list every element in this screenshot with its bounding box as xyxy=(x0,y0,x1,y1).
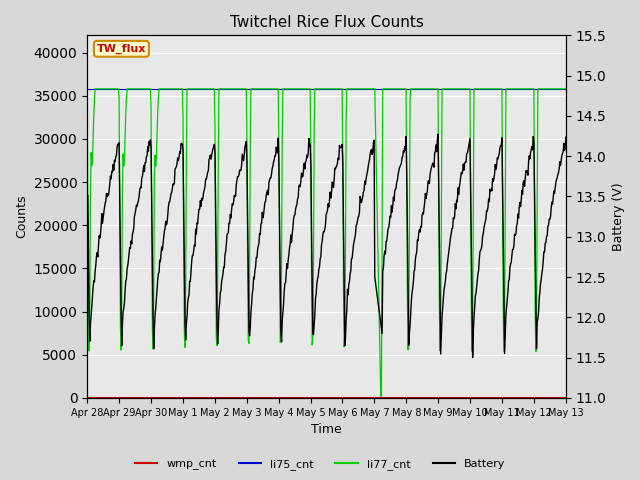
wmp_cnt xyxy=(398,395,406,400)
li75_cnt xyxy=(141,86,149,92)
li77_cnt xyxy=(562,86,570,92)
li75_cnt xyxy=(215,86,223,92)
Battery xyxy=(92,263,100,268)
li77_cnt xyxy=(190,86,198,92)
li77_cnt xyxy=(399,86,406,92)
li75_cnt xyxy=(384,86,392,92)
Battery xyxy=(215,306,223,312)
li75_cnt xyxy=(190,86,198,92)
wmp_cnt xyxy=(384,395,392,400)
Battery xyxy=(384,226,392,231)
li77_cnt xyxy=(377,393,385,399)
wmp_cnt xyxy=(141,395,149,400)
Battery xyxy=(141,160,149,166)
Line: Battery: Battery xyxy=(87,134,566,358)
li75_cnt xyxy=(83,86,91,92)
Battery xyxy=(83,351,91,357)
wmp_cnt xyxy=(92,395,100,400)
li75_cnt xyxy=(562,86,570,92)
li77_cnt xyxy=(141,86,149,92)
Line: li77_cnt: li77_cnt xyxy=(87,89,566,396)
wmp_cnt xyxy=(562,395,570,400)
X-axis label: Time: Time xyxy=(311,423,342,436)
Battery xyxy=(468,355,476,360)
Title: Twitchel Rice Flux Counts: Twitchel Rice Flux Counts xyxy=(230,15,424,30)
li77_cnt xyxy=(83,86,91,92)
li77_cnt xyxy=(92,86,100,92)
li75_cnt xyxy=(398,86,406,92)
Y-axis label: Battery (V): Battery (V) xyxy=(612,182,625,251)
Y-axis label: Counts: Counts xyxy=(15,195,28,239)
Text: TW_flux: TW_flux xyxy=(97,44,146,54)
Battery xyxy=(562,134,570,140)
Legend: wmp_cnt, li75_cnt, li77_cnt, Battery: wmp_cnt, li75_cnt, li77_cnt, Battery xyxy=(131,455,509,474)
Battery xyxy=(434,132,442,137)
Battery xyxy=(190,248,198,254)
wmp_cnt xyxy=(190,395,198,400)
wmp_cnt xyxy=(215,395,223,400)
li77_cnt xyxy=(215,86,223,92)
wmp_cnt xyxy=(83,395,91,400)
li75_cnt xyxy=(92,86,100,92)
Battery xyxy=(398,155,406,160)
li77_cnt xyxy=(385,86,392,92)
